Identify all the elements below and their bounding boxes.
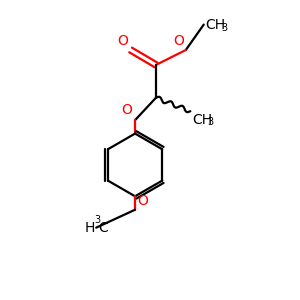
Text: CH: CH [192, 113, 212, 127]
Text: O: O [121, 103, 132, 117]
Text: CH: CH [205, 18, 225, 32]
Text: C: C [99, 220, 108, 235]
Text: 3: 3 [221, 23, 227, 33]
Text: O: O [173, 34, 184, 49]
Text: O: O [137, 194, 148, 208]
Text: 3: 3 [208, 117, 214, 127]
Text: H: H [84, 220, 95, 235]
Text: 3: 3 [95, 215, 101, 225]
Text: O: O [117, 34, 128, 49]
